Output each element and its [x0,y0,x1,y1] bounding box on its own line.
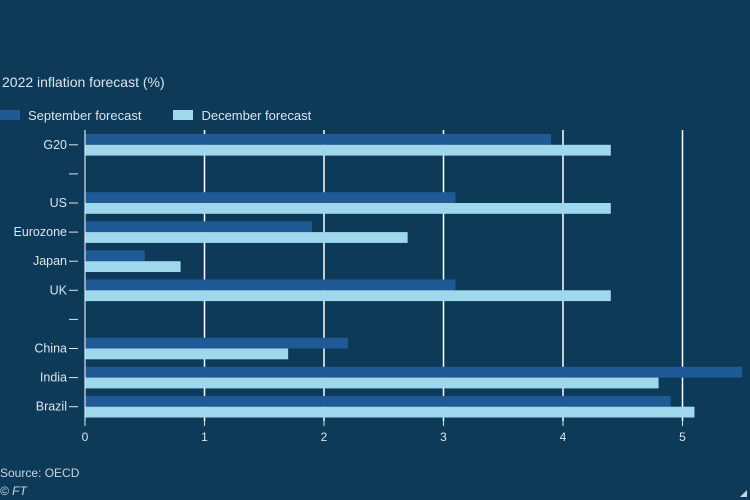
legend-swatch-december [173,110,194,120]
x-tick-label-0: 0 [82,430,89,444]
corner-mark-icon [740,490,747,497]
bar-china-september [85,337,348,349]
bar-uk-december [85,290,611,302]
bar-japan-september [85,250,145,262]
credit-note: © FT [0,484,27,498]
category-label-eurozone: Eurozone [13,225,67,239]
bar-us-december [85,203,611,214]
legend: September forecast December forecast [0,106,343,124]
source-note: Source: OECD [0,466,80,480]
x-tick-label-1: 1 [201,430,208,444]
legend-swatch-september [0,110,20,120]
x-tick-label-4: 4 [560,430,567,444]
category-label-india: India [40,371,67,385]
bar-g20-december [85,144,611,156]
bar-g20-september [85,134,552,145]
chart-title: 2022 inflation forecast (%) [2,74,165,90]
bar-japan-december [85,261,181,272]
category-label-china: China [34,342,67,356]
bar-uk-september [85,279,456,291]
legend-item-september: September forecast [0,108,141,123]
category-label-us: US [50,196,67,210]
legend-label-september: September forecast [28,107,142,123]
bar-china-december [85,348,289,360]
bar-india-september [85,366,743,378]
legend-label-december: December forecast [201,107,312,123]
x-tick-label-5: 5 [679,430,686,444]
bar-us-september [85,192,456,203]
category-label-brazil: Brazil [36,400,67,414]
bar-brazil-september [85,395,671,407]
category-label-uk: UK [50,283,68,297]
category-label-japan: Japan [33,254,67,268]
x-tick-label-3: 3 [440,430,447,444]
x-tick-label-2: 2 [321,430,328,444]
bar-eurozone-september [85,221,313,233]
bar-india-december [85,377,659,389]
bar-eurozone-december [85,232,408,243]
bar-brazil-december [85,406,695,418]
category-label-g20: G20 [43,138,67,152]
legend-item-december: December forecast [173,108,311,123]
